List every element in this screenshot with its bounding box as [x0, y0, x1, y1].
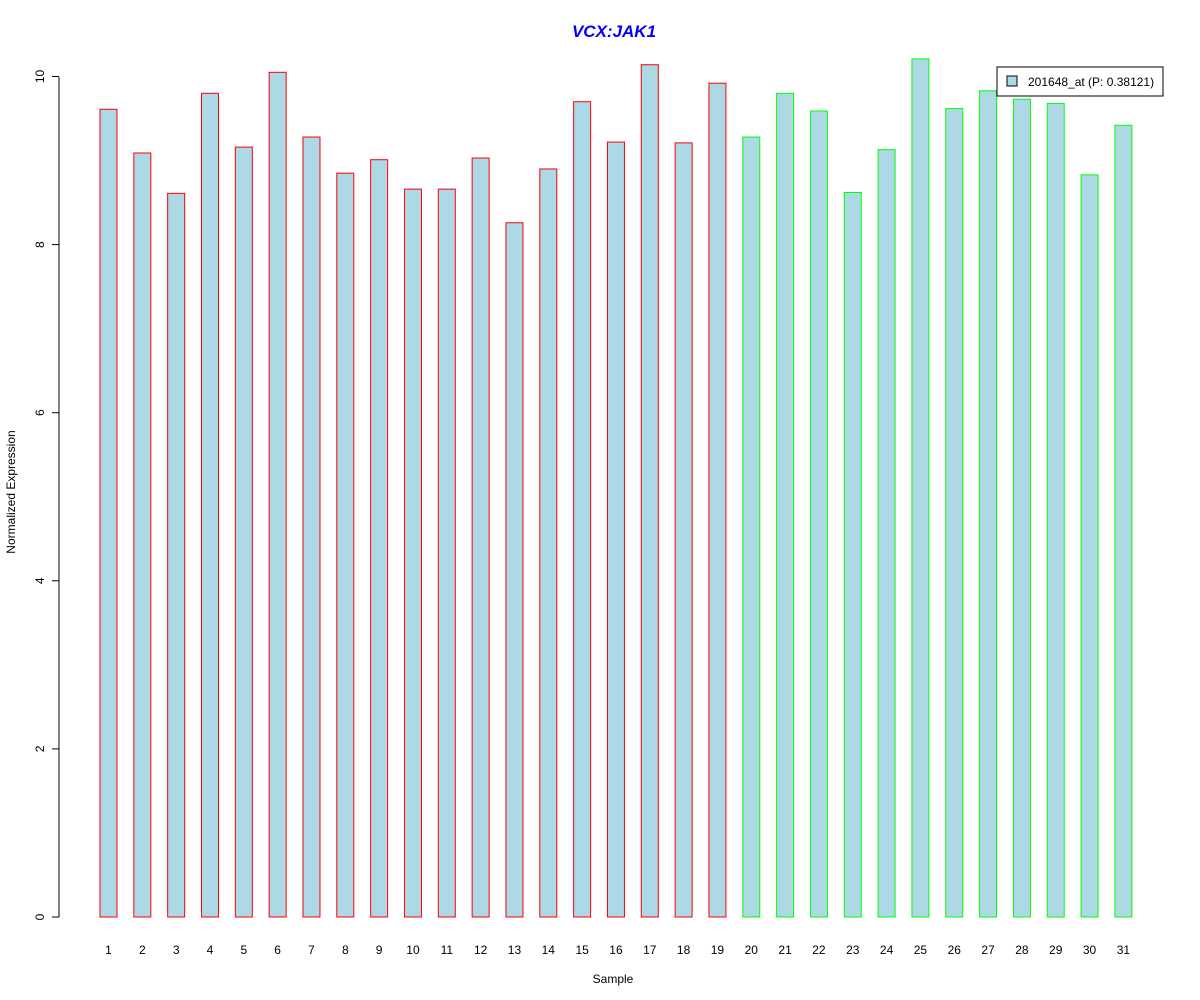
- bar-sample-26: [945, 107, 964, 918]
- bar-sample-20: [742, 136, 761, 918]
- bar-sample-23: [843, 191, 862, 918]
- x-tick-label: 9: [376, 943, 383, 957]
- bar-sample-15: [573, 101, 592, 918]
- y-axis: 0 2 4 6 8 10: [33, 70, 60, 920]
- bar-sample-9: [370, 159, 389, 918]
- x-tick-label: 15: [575, 943, 589, 957]
- bar-sample-27: [979, 90, 998, 918]
- x-tick-label: 25: [914, 943, 928, 957]
- x-tick-label: 20: [745, 943, 759, 957]
- x-tick-label: 2: [139, 943, 146, 957]
- bar-sample-18: [674, 142, 693, 918]
- legend: 201648_at (P: 0.38121): [996, 66, 1164, 97]
- bar-sample-5: [234, 146, 253, 918]
- x-tick-label: 23: [846, 943, 860, 957]
- y-tick-label: 2: [33, 745, 47, 752]
- bar-sample-8: [336, 172, 355, 918]
- x-tick-label: 11: [441, 943, 454, 957]
- bar-sample-30: [1080, 174, 1099, 918]
- bar-sample-16: [606, 141, 625, 918]
- bar-sample-14: [539, 168, 558, 918]
- bar-sample-22: [809, 110, 828, 918]
- x-tick-label: 6: [274, 943, 281, 957]
- bar-sample-7: [302, 136, 321, 918]
- x-tick-labels: 1 2 3 4 5 6 7 8 9 10 11 12 13 14 15 16 17 18 19 20 21 22 23 24 2…: [105, 943, 1130, 957]
- bar-sample-13: [505, 222, 524, 918]
- y-tick-label: 0: [33, 913, 47, 920]
- y-tick-label: 10: [33, 70, 47, 84]
- x-tick-label: 16: [609, 943, 623, 957]
- bar-sample-12: [471, 157, 490, 918]
- x-tick-label: 29: [1049, 943, 1063, 957]
- x-axis-label: Sample: [593, 972, 634, 986]
- x-tick-label: 24: [880, 943, 894, 957]
- y-tick-label: 6: [33, 409, 47, 416]
- legend-label: 201648_at (P: 0.38121): [1028, 75, 1154, 89]
- x-tick-label: 3: [173, 943, 180, 957]
- y-axis-label: Normalized Expression: [4, 430, 18, 553]
- x-tick-label: 19: [711, 943, 725, 957]
- x-tick-label: 18: [677, 943, 691, 957]
- bar-sample-6: [268, 71, 287, 918]
- bar-sample-17: [640, 64, 659, 918]
- legend-box: [996, 66, 1164, 97]
- bar-sample-3: [167, 192, 186, 918]
- bar-sample-2: [133, 152, 152, 918]
- x-tick-label: 4: [207, 943, 214, 957]
- bar-sample-25: [911, 58, 930, 918]
- x-tick-label: 12: [474, 943, 488, 957]
- x-tick-label: 30: [1083, 943, 1097, 957]
- x-tick-label: 27: [981, 943, 995, 957]
- bar-sample-28: [1012, 98, 1031, 918]
- x-tick-label: 1: [105, 943, 112, 957]
- x-tick-label: 21: [778, 943, 792, 957]
- bars-group: [99, 58, 1133, 918]
- bar-sample-29: [1046, 102, 1065, 918]
- x-tick-label: 7: [308, 943, 315, 957]
- y-tick-label: 4: [33, 577, 47, 584]
- bar-sample-10: [403, 188, 422, 918]
- bar-sample-11: [437, 188, 456, 918]
- bar-sample-1: [99, 108, 118, 918]
- x-tick-label: 13: [508, 943, 522, 957]
- bar-sample-31: [1114, 124, 1133, 918]
- x-tick-label: 17: [643, 943, 657, 957]
- bar-sample-21: [776, 92, 795, 918]
- x-tick-label: 22: [812, 943, 826, 957]
- y-tick-label: 8: [33, 241, 47, 248]
- bar-sample-24: [877, 149, 896, 918]
- legend-swatch: [1006, 75, 1018, 87]
- x-tick-label: 28: [1015, 943, 1029, 957]
- x-tick-label: 31: [1117, 943, 1131, 957]
- bar-sample-19: [708, 82, 727, 918]
- chart-title: VCX:JAK1: [572, 22, 656, 41]
- bar-sample-4: [200, 92, 219, 918]
- x-tick-label: 14: [542, 943, 556, 957]
- x-tick-label: 8: [342, 943, 349, 957]
- x-tick-label: 10: [406, 943, 420, 957]
- x-tick-label: 26: [948, 943, 962, 957]
- x-tick-label: 5: [240, 943, 247, 957]
